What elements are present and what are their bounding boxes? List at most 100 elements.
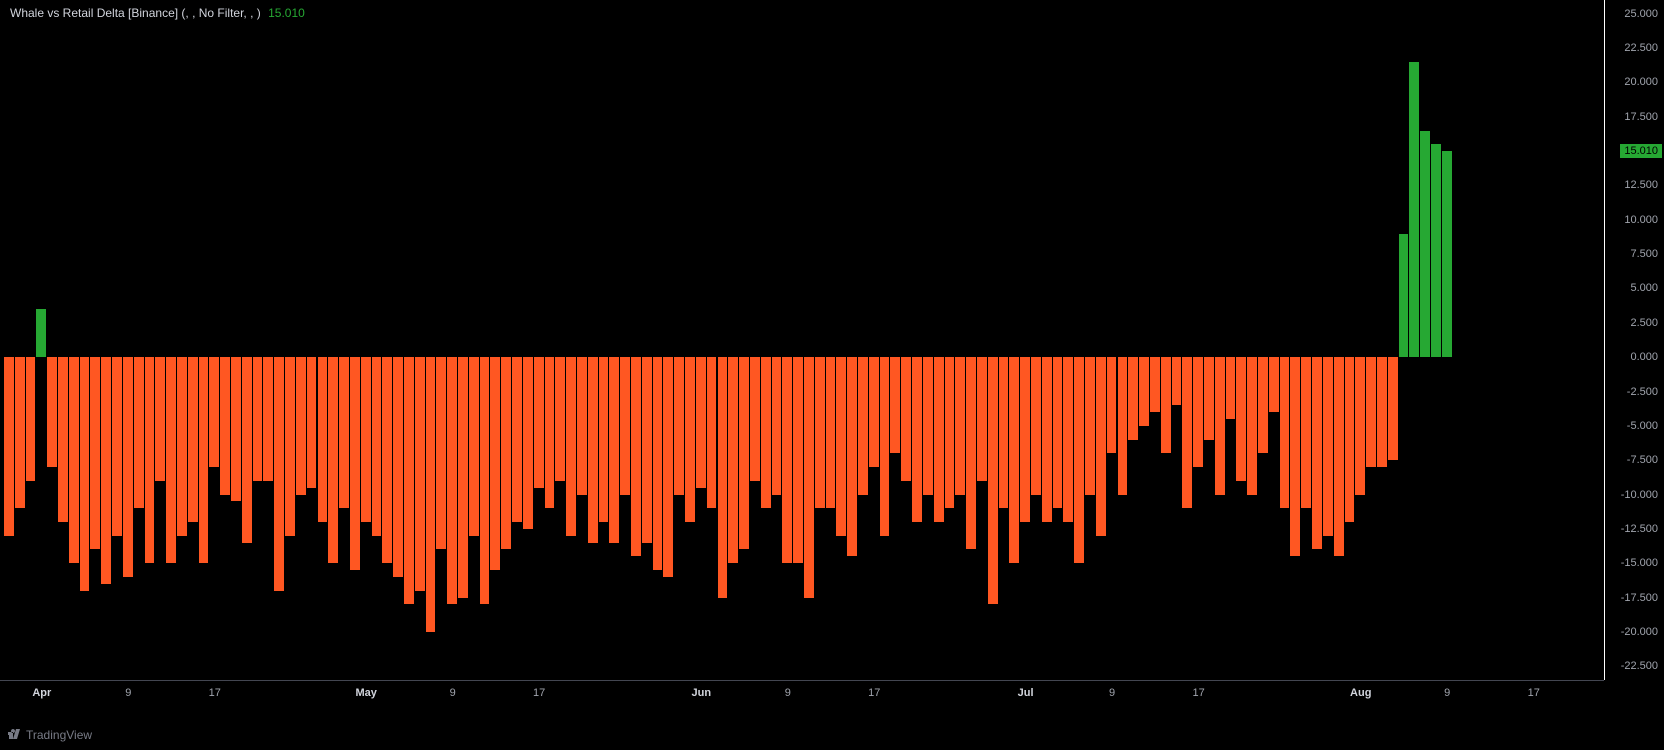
bar[interactable] [447,357,457,604]
bar[interactable] [685,357,695,522]
bar[interactable] [890,357,900,453]
bar[interactable] [934,357,944,522]
bar[interactable] [1290,357,1300,556]
bar[interactable] [404,357,414,604]
bar[interactable] [836,357,846,536]
bar[interactable] [1074,357,1084,563]
bar[interactable] [523,357,533,529]
bar[interactable] [804,357,814,597]
bar[interactable] [4,357,14,536]
bar[interactable] [718,357,728,597]
bar[interactable] [826,357,836,508]
bar[interactable] [793,357,803,563]
bar[interactable] [1204,357,1214,439]
bar[interactable] [1053,357,1063,508]
bar[interactable] [1172,357,1182,405]
bar[interactable] [1258,357,1268,453]
bar[interactable] [858,357,868,494]
bar[interactable] [177,357,187,536]
bar[interactable] [436,357,446,549]
bar[interactable] [1366,357,1376,467]
bar[interactable] [1161,357,1171,453]
bar[interactable] [631,357,641,556]
bar[interactable] [880,357,890,536]
bar[interactable] [1388,357,1398,460]
bar[interactable] [36,309,46,357]
bar[interactable] [1269,357,1279,412]
bar[interactable] [1355,357,1365,494]
bar[interactable] [361,357,371,522]
bar[interactable] [307,357,317,488]
bar[interactable] [555,357,565,481]
bar[interactable] [490,357,500,570]
plot-area[interactable] [0,0,1604,680]
bar[interactable] [220,357,230,494]
bar[interactable] [296,357,306,494]
bar[interactable] [328,357,338,563]
bar[interactable] [426,357,436,632]
bar[interactable] [274,357,284,591]
bar[interactable] [1139,357,1149,426]
bar[interactable] [955,357,965,494]
bar[interactable] [166,357,176,563]
bar[interactable] [534,357,544,488]
bar[interactable] [1247,357,1257,494]
bar[interactable] [58,357,68,522]
bar[interactable] [90,357,100,549]
bar[interactable] [1334,357,1344,556]
bar[interactable] [101,357,111,584]
y-axis[interactable]: 25.00022.50020.00017.50015.00012.50010.0… [1604,0,1664,680]
bar[interactable] [1236,357,1246,481]
bar[interactable] [47,357,57,467]
bar[interactable] [588,357,598,542]
bar[interactable] [231,357,241,501]
bar[interactable] [620,357,630,494]
bar[interactable] [869,357,879,467]
bar[interactable] [663,357,673,577]
bar[interactable] [242,357,252,542]
bar[interactable] [458,357,468,597]
bar[interactable] [545,357,555,508]
bar[interactable] [350,357,360,570]
bar[interactable] [253,357,263,481]
bar[interactable] [134,357,144,508]
bar[interactable] [188,357,198,522]
bar[interactable] [923,357,933,494]
bar[interactable] [988,357,998,604]
bar[interactable] [577,357,587,494]
bar[interactable] [1280,357,1290,508]
bar[interactable] [642,357,652,542]
bar[interactable] [382,357,392,563]
bar[interactable] [26,357,36,481]
bar[interactable] [599,357,609,522]
bar[interactable] [772,357,782,494]
bar[interactable] [977,357,987,481]
bar[interactable] [707,357,717,508]
bar[interactable] [1399,234,1409,358]
bar[interactable] [1409,62,1419,357]
bar[interactable] [285,357,295,536]
bar[interactable] [501,357,511,549]
bar[interactable] [1096,357,1106,536]
bar[interactable] [847,357,857,556]
bar[interactable] [945,357,955,508]
x-axis[interactable]: Apr917May917Jun917Jul917Aug917 [0,680,1604,710]
bar[interactable] [1312,357,1322,549]
bar[interactable] [1150,357,1160,412]
bar[interactable] [815,357,825,508]
bar[interactable] [123,357,133,577]
bar[interactable] [912,357,922,522]
bar[interactable] [209,357,219,467]
bar[interactable] [480,357,490,604]
bar[interactable] [782,357,792,563]
bar[interactable] [1193,357,1203,467]
bar[interactable] [1107,357,1117,453]
bar[interactable] [1442,151,1452,357]
bar[interactable] [966,357,976,549]
bar[interactable] [674,357,684,494]
bar[interactable] [1020,357,1030,522]
bar[interactable] [469,357,479,536]
bar[interactable] [901,357,911,481]
bar[interactable] [1118,357,1128,494]
bar[interactable] [1226,357,1236,419]
